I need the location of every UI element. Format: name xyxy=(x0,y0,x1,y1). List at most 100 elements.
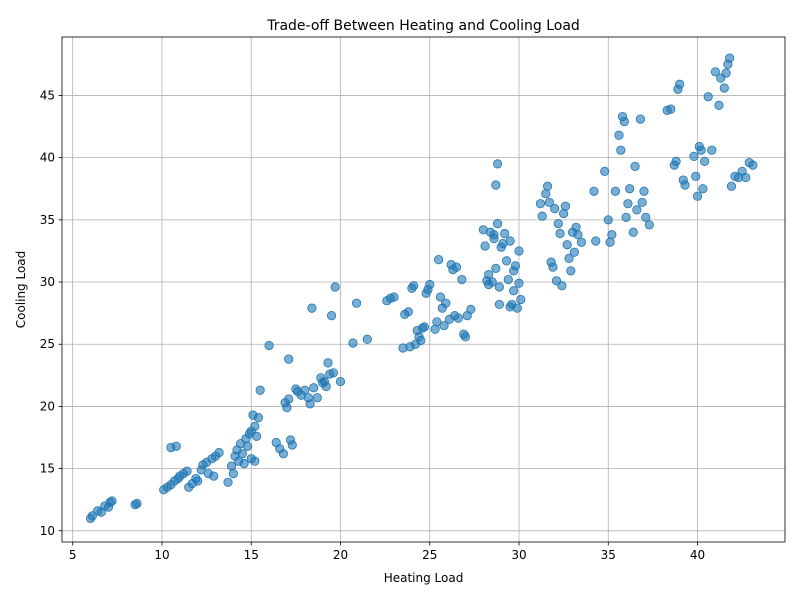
data-point xyxy=(505,236,515,246)
data-point xyxy=(419,322,429,332)
data-point xyxy=(614,130,624,140)
x-tick-label: 20 xyxy=(333,548,348,562)
data-point xyxy=(628,227,638,237)
data-point xyxy=(703,92,713,102)
y-axis-ticks: 10 15 20 25 30 35 40 45 xyxy=(40,88,62,538)
data-point xyxy=(516,294,526,305)
data-point xyxy=(250,456,260,466)
data-point xyxy=(250,421,260,431)
data-point xyxy=(514,246,524,256)
data-point xyxy=(691,171,701,181)
data-point xyxy=(503,274,513,285)
data-point xyxy=(719,83,729,93)
data-point xyxy=(635,114,646,124)
data-point xyxy=(639,186,649,196)
y-tick-label: 25 xyxy=(40,337,55,351)
data-point xyxy=(605,237,615,247)
data-point xyxy=(251,431,262,441)
data-point xyxy=(555,228,565,239)
data-point xyxy=(692,191,703,201)
data-point xyxy=(537,211,547,221)
data-point xyxy=(312,393,322,403)
x-tick-label: 40 xyxy=(690,548,705,562)
data-point xyxy=(228,468,238,479)
data-point xyxy=(237,449,247,459)
data-point xyxy=(287,440,297,450)
data-point xyxy=(500,228,510,239)
data-point xyxy=(389,292,399,302)
data-point xyxy=(741,172,751,183)
x-axis-ticks: 5 10 15 20 25 30 35 40 xyxy=(69,542,705,562)
data-point xyxy=(632,205,642,215)
data-point xyxy=(514,278,524,288)
data-point xyxy=(305,399,315,409)
data-point xyxy=(107,496,117,506)
y-tick-label: 20 xyxy=(40,399,55,413)
data-point xyxy=(571,222,581,232)
data-point xyxy=(284,394,294,404)
x-tick-label: 35 xyxy=(601,548,616,562)
data-point xyxy=(619,116,629,127)
data-point xyxy=(487,277,497,287)
data-point xyxy=(416,335,426,346)
data-point xyxy=(321,381,331,392)
data-point xyxy=(623,199,633,209)
data-point xyxy=(541,189,551,199)
data-point xyxy=(698,184,708,194)
data-point xyxy=(589,186,599,196)
y-tick-label: 10 xyxy=(40,524,55,538)
x-tick-label: 10 xyxy=(154,548,169,562)
data-point xyxy=(223,477,233,487)
data-point xyxy=(480,241,490,251)
data-point xyxy=(637,197,647,208)
y-tick-label: 30 xyxy=(40,275,55,289)
data-point xyxy=(284,354,294,364)
data-point xyxy=(214,447,224,458)
data-point xyxy=(492,218,503,229)
data-point xyxy=(309,383,319,393)
data-point xyxy=(726,181,737,191)
data-point xyxy=(557,281,567,291)
data-point xyxy=(505,302,515,312)
data-point xyxy=(460,332,471,342)
data-point xyxy=(710,67,720,77)
data-point xyxy=(430,324,440,334)
data-point xyxy=(492,159,503,169)
grid-lines xyxy=(62,37,785,542)
data-point xyxy=(559,209,569,219)
x-tick-label: 15 xyxy=(244,548,259,562)
data-point xyxy=(171,441,181,451)
plot-area-frame xyxy=(61,36,786,543)
data-point xyxy=(542,181,553,191)
data-point xyxy=(566,266,576,276)
data-point xyxy=(748,160,758,170)
data-point xyxy=(501,256,512,266)
data-point xyxy=(453,313,463,323)
data-point xyxy=(562,240,572,250)
data-point xyxy=(616,145,626,155)
data-point xyxy=(466,304,476,315)
data-point xyxy=(403,307,413,317)
data-point xyxy=(330,282,340,292)
data-point xyxy=(182,466,192,476)
data-point xyxy=(451,262,462,272)
data-point xyxy=(573,230,583,240)
data-point xyxy=(569,247,579,257)
data-point xyxy=(253,413,263,423)
data-point xyxy=(328,368,338,378)
data-point xyxy=(725,53,735,63)
data-point xyxy=(494,282,504,292)
data-point xyxy=(553,218,563,229)
data-point xyxy=(680,180,690,190)
data-point xyxy=(548,262,558,272)
data-point xyxy=(226,461,237,471)
data-point xyxy=(132,498,142,509)
data-point xyxy=(600,166,610,176)
x-tick-label: 30 xyxy=(511,548,526,562)
data-point xyxy=(282,403,292,413)
data-point xyxy=(607,230,617,240)
data-point xyxy=(335,376,346,387)
data-point xyxy=(544,197,554,208)
